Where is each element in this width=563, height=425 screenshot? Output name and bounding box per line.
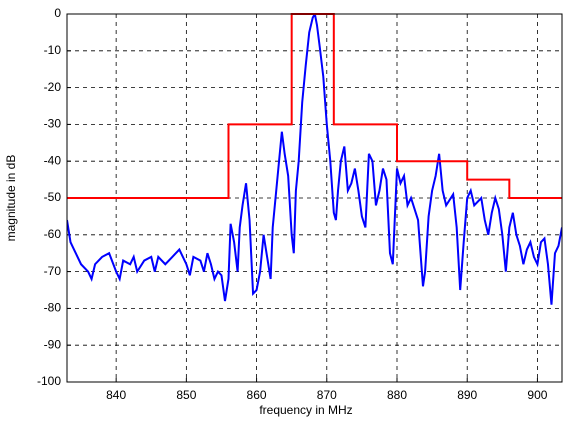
y-tick-label: 0 (54, 6, 61, 20)
y-tick-label: -40 (44, 153, 62, 167)
y-tick-label: -50 (44, 190, 62, 204)
x-tick-label: 880 (387, 388, 407, 402)
y-tick-label: -100 (37, 374, 61, 388)
y-tick-label: -70 (44, 264, 62, 278)
plot-frame (66, 13, 563, 383)
y-tick-label: -60 (44, 227, 62, 241)
x-tick-label: 900 (527, 388, 547, 402)
y-tick-label: -30 (44, 117, 62, 131)
x-tick-label: 840 (106, 388, 126, 402)
x-tick-label: 860 (247, 388, 267, 402)
y-tick-label: -20 (44, 80, 62, 94)
y-axis-label: magnitude in dB (4, 155, 18, 242)
y-tick-label: -10 (44, 43, 62, 57)
x-tick-label: 890 (457, 388, 477, 402)
x-axis-label: frequency in MHz (259, 403, 352, 417)
series-line (67, 13, 562, 305)
y-tick-label: -80 (44, 301, 62, 315)
y-tick-label: -90 (44, 337, 62, 351)
x-tick-label: 870 (317, 388, 337, 402)
series-line (67, 13, 562, 199)
x-tick-label: 850 (176, 388, 196, 402)
